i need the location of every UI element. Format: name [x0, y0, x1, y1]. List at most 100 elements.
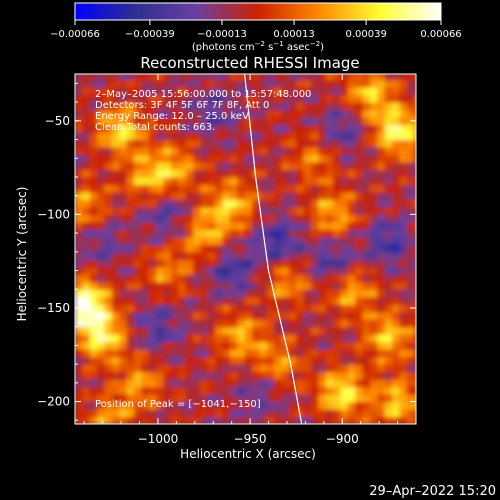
heatmap-cell — [192, 356, 201, 365]
heatmap-cell — [237, 87, 246, 96]
heatmap-cell — [392, 184, 401, 193]
heatmap-cell — [133, 169, 142, 178]
heatmap-cell — [141, 109, 150, 118]
heatmap-cell — [414, 401, 416, 410]
heatmap-cell — [251, 401, 260, 410]
heatmap-cell — [384, 139, 393, 148]
heatmap-cell — [156, 236, 165, 245]
heatmap-cell — [82, 74, 91, 81]
heatmap-cell — [399, 311, 408, 320]
heatmap-cell — [89, 379, 98, 388]
heatmap-cell — [185, 221, 194, 230]
heatmap-cell — [355, 304, 364, 313]
heatmap-cell — [288, 199, 297, 208]
heatmap-cell — [406, 221, 415, 230]
heatmap-cell — [347, 191, 356, 200]
heatmap-cell — [347, 289, 356, 298]
heatmap-cell — [384, 259, 393, 268]
heatmap-cell — [89, 191, 98, 200]
heatmap-cell — [97, 334, 106, 343]
heatmap-cell — [222, 356, 231, 365]
heatmap-cell — [133, 199, 142, 208]
heatmap-cell — [325, 379, 334, 388]
heatmap-cell — [318, 169, 327, 178]
heatmap-cell — [362, 401, 371, 410]
heatmap-cell — [170, 199, 179, 208]
heatmap-cell — [170, 87, 179, 96]
heatmap-cell — [414, 379, 416, 388]
heatmap-cell — [75, 244, 83, 253]
heatmap-cell — [133, 409, 142, 418]
heatmap-cell — [89, 326, 98, 335]
heatmap-cell — [325, 289, 334, 298]
heatmap-cell — [406, 132, 415, 141]
heatmap-cell — [310, 244, 319, 253]
heatmap-cell — [414, 94, 416, 103]
heatmap-cell — [185, 289, 194, 298]
heatmap-cell — [340, 74, 349, 81]
heatmap-cell — [340, 401, 349, 410]
heatmap-cell — [126, 289, 135, 298]
heatmap-cell — [266, 87, 275, 96]
heatmap-cell — [384, 334, 393, 343]
heatmap-cell — [251, 214, 260, 223]
heatmap-cell — [362, 236, 371, 245]
heatmap-cell — [333, 259, 342, 268]
heatmap-cell — [89, 371, 98, 380]
heatmap-cell — [347, 364, 356, 373]
heatmap-cell — [215, 289, 224, 298]
heatmap-cell — [251, 409, 260, 418]
heatmap-cell — [148, 87, 157, 96]
heatmap-cell — [288, 109, 297, 118]
heatmap-cell — [310, 379, 319, 388]
heatmap-cell — [296, 146, 305, 156]
peak-position-label: Position of Peak = [−1041,−150] — [95, 399, 261, 410]
heatmap-cell — [178, 124, 187, 133]
heatmap-cell — [355, 87, 364, 96]
heatmap-cell — [325, 251, 334, 260]
heatmap-cell — [178, 326, 187, 335]
heatmap-cell — [215, 229, 224, 238]
heatmap-cell — [141, 311, 150, 320]
heatmap-cell — [200, 221, 209, 230]
heatmap-cell — [384, 379, 393, 388]
heatmap-cell — [369, 409, 378, 418]
heatmap-cell — [192, 214, 201, 223]
heatmap-cell — [406, 176, 415, 186]
heatmap-cell — [229, 109, 238, 118]
heatmap-cell — [104, 296, 113, 305]
heatmap-cell — [406, 169, 415, 178]
heatmap-cell — [148, 102, 157, 111]
heatmap-cell — [362, 109, 371, 118]
heatmap-cell — [414, 349, 416, 358]
heatmap-cell — [281, 304, 290, 313]
heatmap-cell — [399, 102, 408, 111]
heatmap-cell — [126, 87, 135, 96]
heatmap-cell — [318, 214, 327, 223]
heatmap-cell — [75, 371, 83, 380]
heatmap-cell — [259, 74, 268, 81]
heatmap-cell — [362, 281, 371, 290]
heatmap-cell — [156, 184, 165, 193]
heatmap-cell — [362, 146, 371, 156]
heatmap-cell — [244, 356, 253, 365]
heatmap-cell — [141, 191, 150, 200]
heatmap-cell — [392, 289, 401, 298]
heatmap-cell — [399, 117, 408, 126]
heatmap-cell — [185, 176, 194, 186]
heatmap-cell — [384, 176, 393, 186]
heatmap-cell — [414, 214, 416, 223]
heatmap-cell — [126, 416, 135, 424]
heatmap-cell — [325, 139, 334, 148]
heatmap-cell — [340, 409, 349, 418]
heatmap-cell — [259, 386, 268, 395]
heatmap-cell — [406, 87, 415, 96]
heatmap-cell — [333, 229, 342, 238]
heatmap-cell — [362, 251, 371, 260]
heatmap-cell — [237, 251, 246, 260]
heatmap-cell — [148, 229, 157, 238]
heatmap-cell — [89, 132, 98, 141]
heatmap-cell — [318, 289, 327, 298]
heatmap-cell — [119, 124, 128, 133]
heatmap-cell — [89, 117, 98, 126]
